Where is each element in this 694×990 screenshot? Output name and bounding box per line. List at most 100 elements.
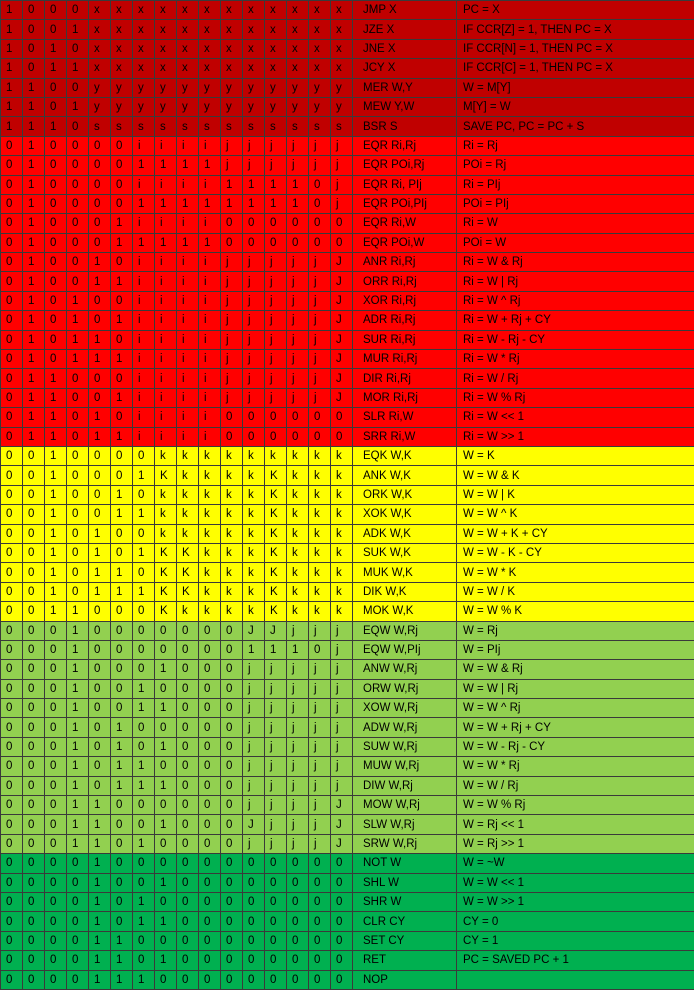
operation-cell: Ri = W & Rj <box>457 253 694 272</box>
opcode-bit-cell: i <box>199 350 221 369</box>
mnemonic-cell: EQR Ri,W <box>353 214 457 233</box>
opcode-bit-cell: 0 <box>265 854 287 873</box>
opcode-bit-cell: j <box>243 291 265 310</box>
opcode-bit-cell: 0 <box>45 330 67 349</box>
opcode-bit-cell: 1 <box>23 330 45 349</box>
opcode-bit-cell: 0 <box>89 175 111 194</box>
opcode-bit-cell: j <box>221 253 243 272</box>
opcode-bit-cell: J <box>331 253 353 272</box>
opcode-bit-cell: k <box>309 582 331 601</box>
opcode-bit-cell: 0 <box>45 253 67 272</box>
opcode-bit-cell: 1 <box>23 253 45 272</box>
opcode-bit-cell: 1 <box>155 776 177 795</box>
opcode-bit-cell: 0 <box>331 854 353 873</box>
opcode-bit-cell: y <box>155 78 177 97</box>
operation-cell: W = W % K <box>457 602 694 621</box>
operation-cell: Ri = W * Rj <box>457 350 694 369</box>
opcode-bit-cell: 0 <box>45 970 67 989</box>
opcode-bit-cell: 0 <box>45 757 67 776</box>
opcode-bit-cell: 0 <box>45 350 67 369</box>
opcode-bit-cell: i <box>133 291 155 310</box>
opcode-bit-cell: j <box>243 834 265 853</box>
opcode-bit-cell: 0 <box>309 640 331 659</box>
opcode-bit-cell: K <box>265 563 287 582</box>
opcode-bit-cell: 1 <box>133 776 155 795</box>
opcode-bit-cell: 0 <box>89 156 111 175</box>
opcode-bit-cell: j <box>287 311 309 330</box>
opcode-bit-cell: J <box>331 834 353 853</box>
opcode-bit-cell: 0 <box>111 834 133 853</box>
opcode-bit-cell: 1 <box>45 369 67 388</box>
operation-cell: IF CCR[N] = 1, THEN PC = X <box>457 39 694 58</box>
opcode-bit-cell: 1 <box>111 951 133 970</box>
opcode-bit-cell: 0 <box>265 912 287 931</box>
opcode-bit-cell: k <box>177 602 199 621</box>
opcode-bit-cell: k <box>287 505 309 524</box>
opcode-bit-cell: 0 <box>67 194 89 213</box>
opcode-bit-cell: x <box>243 39 265 58</box>
opcode-bit-cell: 1 <box>111 505 133 524</box>
opcode-bit-cell: 0 <box>221 834 243 853</box>
opcode-bit-cell: 0 <box>243 214 265 233</box>
opcode-bit-cell: y <box>177 78 199 97</box>
opcode-bit-cell: 0 <box>199 737 221 756</box>
opcode-bit-cell: 0 <box>1 446 23 465</box>
opcode-bit-cell: 0 <box>45 776 67 795</box>
opcode-bit-cell: 1 <box>67 640 89 659</box>
operation-cell: Ri = W <box>457 214 694 233</box>
opcode-bit-cell: 0 <box>23 757 45 776</box>
opcode-bit-cell: 0 <box>23 892 45 911</box>
opcode-bit-cell: i <box>199 311 221 330</box>
opcode-bit-cell: 0 <box>111 156 133 175</box>
opcode-bit-cell: j <box>243 718 265 737</box>
opcode-bit-cell: 0 <box>155 621 177 640</box>
opcode-bit-cell: j <box>265 136 287 155</box>
opcode-bit-cell: 1 <box>67 20 89 39</box>
opcode-bit-cell: 1 <box>67 737 89 756</box>
opcode-bit-cell: x <box>155 39 177 58</box>
opcode-bit-cell: 0 <box>287 951 309 970</box>
opcode-bit-cell: 0 <box>1 253 23 272</box>
opcode-bit-cell: 1 <box>1 59 23 78</box>
operation-cell: M[Y] = W <box>457 97 694 116</box>
opcode-bit-cell: j <box>265 291 287 310</box>
opcode-bit-cell: j <box>331 640 353 659</box>
opcode-bit-cell: x <box>221 1 243 20</box>
opcode-bit-cell: k <box>243 485 265 504</box>
opcode-bit-cell: 0 <box>199 970 221 989</box>
opcode-bit-cell: 0 <box>89 194 111 213</box>
opcode-bit-cell: 0 <box>111 796 133 815</box>
mnemonic-cell: SUW W,Rj <box>353 737 457 756</box>
opcode-bit-cell: j <box>287 776 309 795</box>
opcode-bit-cell: 0 <box>199 796 221 815</box>
opcode-bit-cell: 1 <box>89 582 111 601</box>
operation-cell: POi = W <box>457 233 694 252</box>
operation-cell: Ri = W / Rj <box>457 369 694 388</box>
opcode-bit-cell: 1 <box>133 970 155 989</box>
opcode-bit-cell: 0 <box>199 951 221 970</box>
opcode-bit-cell: K <box>265 582 287 601</box>
opcode-bit-cell: 0 <box>265 214 287 233</box>
opcode-bit-cell: j <box>287 388 309 407</box>
opcode-bit-cell: 0 <box>89 369 111 388</box>
opcode-bit-cell: j <box>331 156 353 175</box>
opcode-bit-cell: 0 <box>1 408 23 427</box>
opcode-bit-cell: j <box>265 253 287 272</box>
opcode-bit-cell: i <box>177 427 199 446</box>
opcode-bit-cell: 0 <box>221 854 243 873</box>
opcode-bit-cell: 0 <box>45 951 67 970</box>
opcode-bit-cell: i <box>133 330 155 349</box>
operation-cell: IF CCR[C] = 1, THEN PC = X <box>457 59 694 78</box>
opcode-bit-cell: 1 <box>45 59 67 78</box>
opcode-bit-cell: 0 <box>331 970 353 989</box>
opcode-bit-cell: s <box>177 117 199 136</box>
opcode-bit-cell: 0 <box>1 931 23 950</box>
opcode-bit-cell: 0 <box>45 291 67 310</box>
opcode-bit-cell: 0 <box>45 796 67 815</box>
operation-cell: W = W | Rj <box>457 679 694 698</box>
opcode-bit-cell: 1 <box>243 194 265 213</box>
mnemonic-cell: JCY X <box>353 59 457 78</box>
opcode-bit-cell: K <box>265 543 287 562</box>
